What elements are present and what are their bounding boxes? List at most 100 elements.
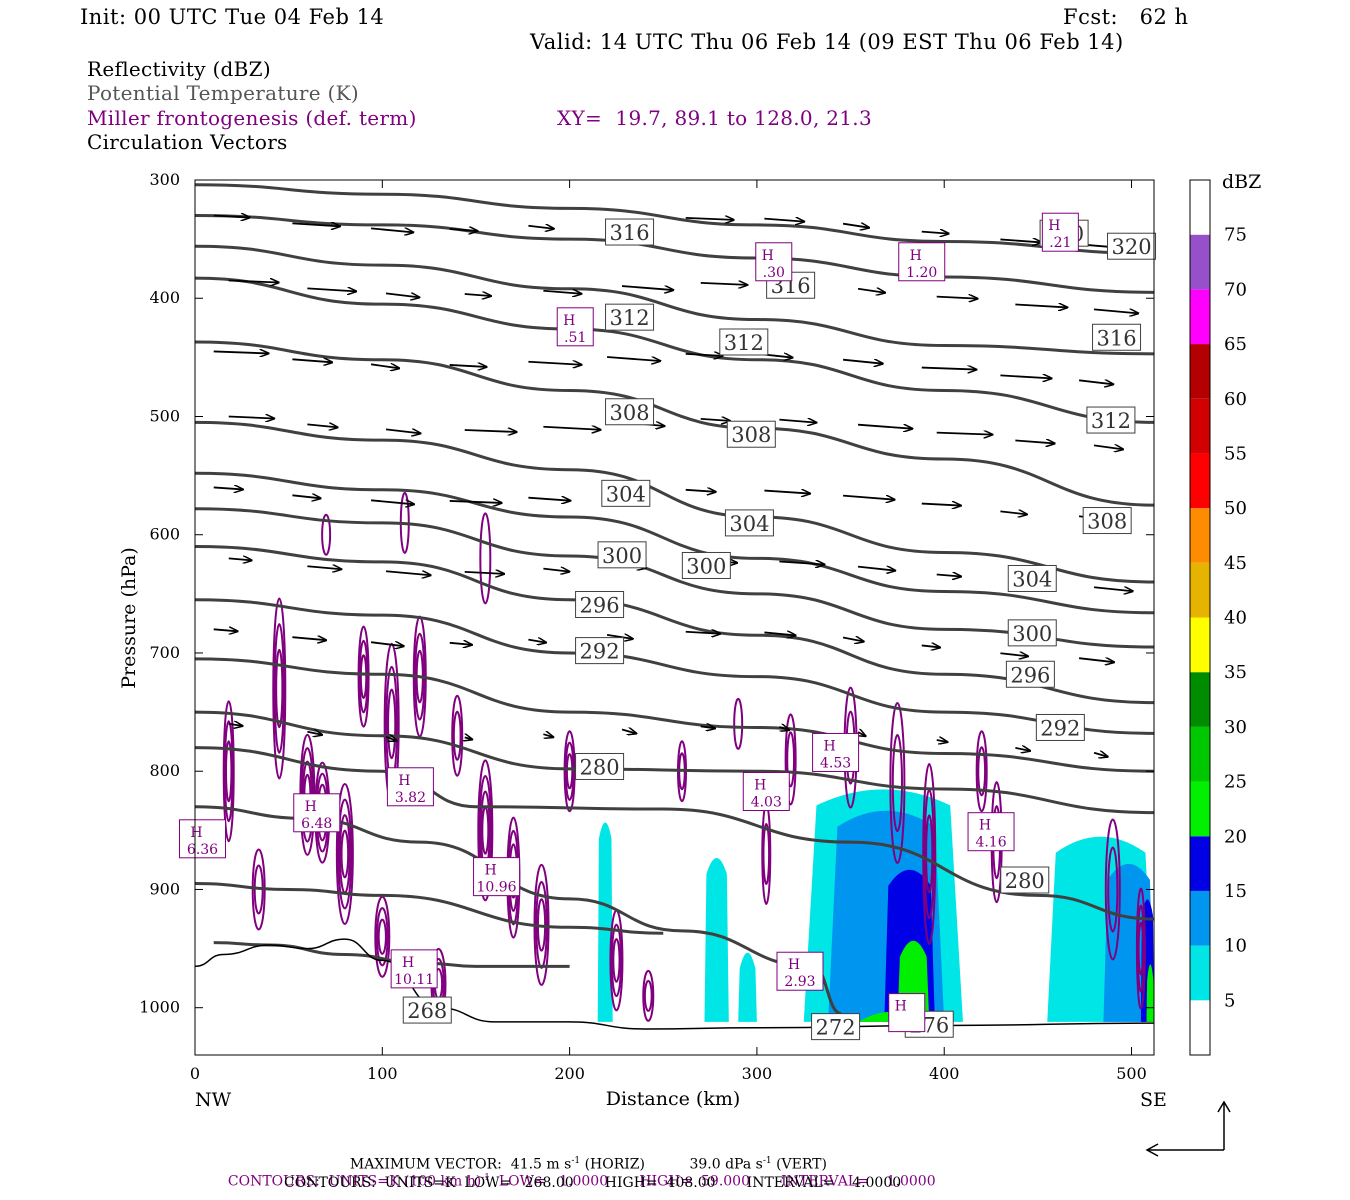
colorbar-label: 70 [1224, 279, 1247, 300]
frontogenesis-max-value: .51 [564, 330, 586, 346]
contours-frontogenesis-line: CONTOURS: UNITS=K (100 km h)-1 LOW= 1.00… [219, 1157, 936, 1190]
circulation-vector [621, 729, 636, 733]
circulation-vector [858, 732, 866, 736]
frontogenesis-max-letter: H [190, 825, 202, 841]
circulation-vector [1015, 304, 1067, 307]
theta-label-text: 316 [1096, 326, 1136, 350]
theta-label-box [575, 590, 625, 618]
theta-label: 316 [605, 218, 655, 246]
circulation-vector [370, 642, 404, 646]
frontogenesis-contour [975, 730, 988, 813]
frontogenesis-contour [376, 907, 389, 967]
frontogenesis-max: H6.48 [293, 793, 341, 833]
theta-label-text: 292 [580, 640, 620, 664]
colorbar-label: 45 [1224, 553, 1247, 574]
circulation-vector [385, 429, 420, 433]
theta-contour [195, 657, 1154, 773]
frontogenesis-contour [922, 762, 937, 945]
theta-label: 312 [1086, 406, 1136, 434]
frontogenesis-max-box [755, 242, 793, 282]
colorbar-label: 65 [1224, 334, 1247, 355]
circulation-vector [1093, 753, 1108, 757]
theta-label: 316 [1092, 323, 1142, 351]
y-tick-label: 900 [149, 879, 180, 898]
frontogenesis-max-value: 4.03 [751, 795, 782, 811]
theta-label: 292 [575, 637, 625, 665]
circulation-vector [213, 487, 243, 489]
theta-label-text: 320 [1111, 235, 1151, 259]
theta-contour [195, 746, 1154, 921]
frontogenesis-contour [642, 969, 655, 1022]
terrain-surface [195, 938, 1154, 1030]
frontogenesis-max-value: .21 [1049, 235, 1071, 251]
circulation-vector [685, 632, 721, 634]
circulation-vector [292, 495, 320, 498]
circulation-vector [385, 737, 397, 741]
colorbar-unit: dBZ [1222, 171, 1261, 193]
frontogenesis-max-value: 6.48 [301, 816, 332, 832]
theta-label-text: 312 [724, 331, 764, 355]
theta-label-text: 280 [580, 755, 620, 779]
theta-contour [195, 340, 1154, 507]
theta-label: 292 [1035, 713, 1085, 741]
colorbar-segment [1190, 672, 1210, 727]
frontogenesis-contour [479, 512, 492, 605]
x-tick-label: 300 [742, 1064, 773, 1083]
colorbar-label: 30 [1224, 717, 1247, 738]
circulation-vector [842, 358, 883, 364]
circulation-vector [607, 356, 660, 361]
circulation-vector [621, 285, 673, 290]
theta-label: 304 [1007, 564, 1057, 592]
circulation-vector [685, 218, 734, 220]
theta-label: 300 [597, 541, 647, 569]
circulation-vector [936, 575, 961, 577]
forecast-hour: Fcst: 62 h [1063, 5, 1189, 29]
colorbar-label: 10 [1224, 936, 1247, 957]
frontogenesis-max-box [898, 242, 946, 282]
theta-contour [195, 244, 1154, 356]
x-right-end: SE [1140, 1089, 1167, 1111]
y-tick-label: 400 [149, 288, 180, 307]
frontogenesis-contour [643, 979, 653, 1012]
frontogenesis-contour [891, 734, 903, 833]
circulation-vector [465, 737, 473, 739]
circulation-vector [764, 491, 810, 494]
frontogenesis-max-letter: H [979, 818, 991, 834]
colorbar-label: 75 [1224, 225, 1247, 246]
circulation-vector [292, 359, 332, 362]
theta-contour [195, 183, 1154, 255]
colorbar-segment [1190, 617, 1210, 673]
theta-label-text: 300 [686, 554, 726, 578]
theta-label: 312 [719, 328, 769, 356]
frontogenesis-max-box [390, 949, 438, 989]
legend-theta: Potential Temperature (K) [87, 81, 359, 105]
frontogenesis-max: H10.96 [473, 857, 521, 897]
init-time: Init: 00 UTC Tue 04 Feb 14 [80, 5, 385, 29]
circulation-vector [921, 368, 977, 370]
frontogenesis-contour [340, 829, 350, 879]
frontogenesis-contour [335, 782, 354, 925]
frontogenesis-contour [387, 688, 397, 760]
legend-reflectivity: Reflectivity (dBZ) [87, 57, 271, 81]
theta-label-text: 308 [1087, 510, 1127, 534]
legend-vectors: Circulation Vectors [87, 130, 288, 154]
frontogenesis-max: H1.20 [898, 242, 946, 282]
theta-label: 308 [605, 398, 655, 426]
frontogenesis-max-box [386, 767, 434, 807]
circulation-vector [764, 632, 795, 635]
theta-contour [195, 507, 1154, 649]
circulation-vector [857, 567, 895, 571]
frontogenesis-max-value: 3.82 [395, 790, 426, 806]
circulation-vector [228, 558, 252, 560]
frontogenesis-contour [377, 918, 387, 955]
frontogenesis-max-box [812, 732, 860, 772]
frontogenesis-max-box [776, 951, 824, 991]
contours-fronto-prefix: CONTOURS: UNITS=K (100 km h) [227, 1173, 482, 1190]
frontogenesis-contour [889, 702, 906, 865]
frontogenesis-max: H4.03 [742, 772, 790, 811]
theta-label-text: 280 [1005, 869, 1045, 893]
theta-label-text: 300 [602, 544, 642, 568]
theta-label-text: 268 [407, 999, 447, 1023]
frontogenesis-max-box [1041, 212, 1079, 252]
frontogenesis-contour [272, 597, 287, 780]
